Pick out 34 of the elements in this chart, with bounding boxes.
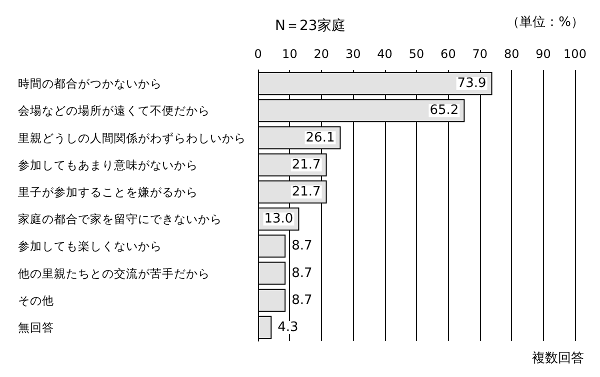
x-tick-label: 20 xyxy=(314,47,330,61)
y-tick-label: 会場などの場所が遠くて不便だから xyxy=(18,104,210,118)
x-tick-label: 80 xyxy=(504,47,520,61)
x-tick-label: 50 xyxy=(408,47,424,61)
x-tick-label: 40 xyxy=(377,47,392,61)
y-tick-label: 時間の都合がつかないから xyxy=(18,76,162,91)
y-tick-label: 家庭の都合で家を留守にできないから xyxy=(18,212,222,226)
data-label: 8.7 xyxy=(292,266,312,281)
x-tick-label: 70 xyxy=(472,47,488,61)
data-label: 65.2 xyxy=(430,103,459,118)
y-tick-label: 他の里親たちとの交流が苦手だから xyxy=(18,266,210,280)
text: 複数回答 xyxy=(532,351,584,366)
data-label: 26.1 xyxy=(306,130,335,146)
data-label: 21.7 xyxy=(292,157,321,172)
data-label: 21.7 xyxy=(292,184,321,200)
data-label: 8.7 xyxy=(292,292,312,308)
data-label: 73.9 xyxy=(457,76,486,92)
y-tick-label: 無回答 xyxy=(18,320,54,334)
y-tick-label: 参加しても楽しくないから xyxy=(18,239,162,254)
text: （単位：%） xyxy=(506,15,584,30)
x-tick-label: 0 xyxy=(254,47,262,61)
data-label: 4.3 xyxy=(278,320,298,335)
x-tick-label: 10 xyxy=(282,47,298,61)
x-tick-label: 60 xyxy=(440,47,456,61)
x-tick-label: 30 xyxy=(345,47,361,61)
chart-title: N＝23家庭 xyxy=(275,18,346,34)
data-label: 13.0 xyxy=(264,212,294,227)
data-label: 8.7 xyxy=(292,238,312,254)
x-tick-label: 90 xyxy=(536,47,551,61)
x-tick-label: 100 xyxy=(564,47,586,61)
y-tick-label: 里子が参加することを嫌がるから xyxy=(18,184,198,199)
y-tick-label: 里親どうしの人間関係がわずらわしいから xyxy=(18,130,246,145)
y-tick-label: その他 xyxy=(18,293,54,308)
y-tick-label: 参加してもあまり意味がないから xyxy=(18,158,198,172)
